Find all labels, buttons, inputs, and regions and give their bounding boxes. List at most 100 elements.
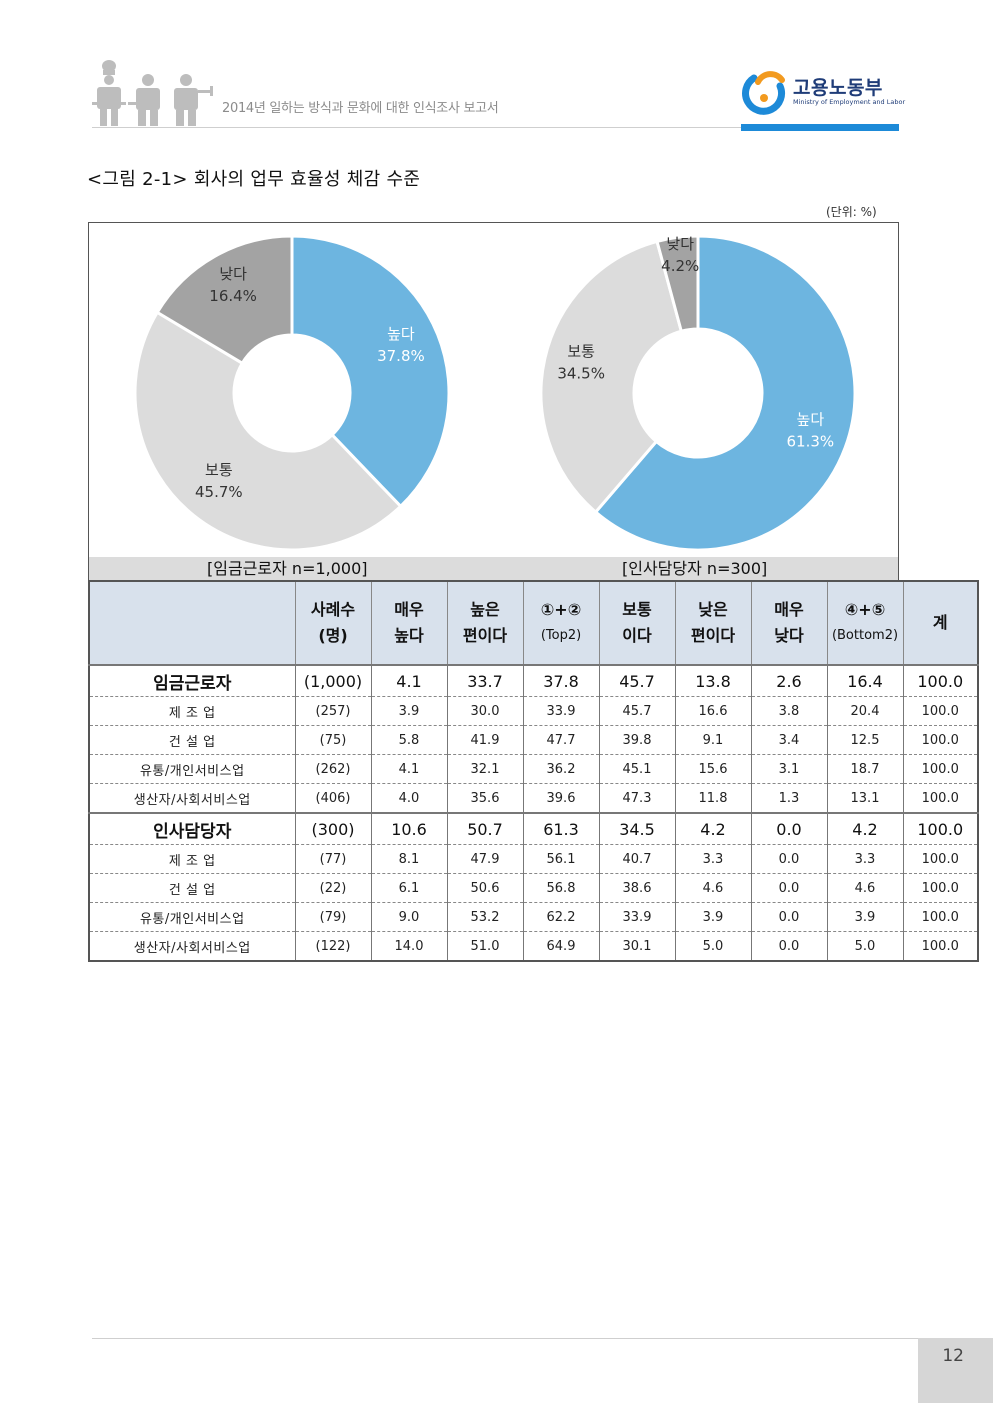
header-divider <box>92 127 898 128</box>
logo-accent-bar <box>741 124 899 131</box>
caption-band <box>89 557 898 580</box>
page-number-box <box>918 1338 993 1403</box>
table-cell: 30.1 <box>598 931 675 961</box>
column-header-line2: (명) <box>318 626 348 645</box>
table-cell: 45.1 <box>598 754 675 784</box>
table-cell: 45.7 <box>598 665 675 697</box>
table-cell: 50.7 <box>446 813 523 845</box>
table-cell: 100.0 <box>902 873 978 903</box>
column-header-line1: 사례수 <box>310 600 356 619</box>
table-cell: 2.6 <box>750 665 827 697</box>
table-cell: 33.9 <box>598 902 675 932</box>
column-header-line1: 매우 <box>774 600 804 619</box>
page-number: 12 <box>942 1346 964 1366</box>
slice-value-label: 61.3% <box>787 433 835 451</box>
table-cell: 39.6 <box>522 783 599 813</box>
table-cell: 47.3 <box>598 783 675 813</box>
column-header-line1: 높은 <box>470 600 500 619</box>
pie-slice <box>290 234 451 509</box>
table-cell: 4.2 <box>826 813 903 845</box>
table-cell: 56.8 <box>522 873 599 903</box>
table-row: 생산자/사회서비스업 (406) 4.0 35.6 39.6 47.3 11.8 1.3 13.… <box>89 783 978 813</box>
figure-title: <그림 2-1> 회사의 업무 효율성 체감 수준 <box>87 169 421 190</box>
slice-label: 보통 <box>567 342 595 360</box>
table-row: 생산자/사회서비스업 (122) 14.0 51.0 64.9 30.1 5.0 0.0 5.0… <box>89 931 978 961</box>
table-row: 유통/개인서비스업 (262) 4.1 32.1 36.2 45.1 15.6 3.1 18.7… <box>89 754 978 784</box>
table-cell: 33.7 <box>446 665 523 697</box>
table-cell: 50.6 <box>446 873 523 903</box>
table-cell: 64.9 <box>522 931 599 961</box>
column-header-line1: 낮은 <box>698 600 728 619</box>
column-header-line2: 편이다 <box>462 626 508 645</box>
table-cell: 51.0 <box>446 931 523 961</box>
table-cell: 20.4 <box>826 696 903 726</box>
table-cell: 14.0 <box>370 931 447 961</box>
row-label: 생산자/사회서비스업 <box>133 940 251 956</box>
table-cell: 39.8 <box>598 725 675 755</box>
table-cell: 34.5 <box>598 813 675 845</box>
row-label: 임금근로자 <box>153 673 232 694</box>
table-cell: 5.0 <box>826 931 903 961</box>
table-cell: 0.0 <box>750 873 827 903</box>
row-label: 생산자/사회서비스업 <box>133 792 251 808</box>
table-cell: 5.8 <box>370 725 447 755</box>
report-title: 2014년 일하는 방식과 문화에 대한 인식조사 보고서 <box>222 101 499 116</box>
table-cell: 16.6 <box>674 696 751 726</box>
column-header: 사례수 (명) <box>294 581 371 665</box>
column-header: 낮은 편이다 <box>674 581 751 665</box>
column-header-line2: 이다 <box>622 626 652 645</box>
table-cell: 35.6 <box>446 783 523 813</box>
table-cell: 100.0 <box>902 725 978 755</box>
row-label: 건 설 업 <box>168 734 216 750</box>
column-header-line2: 낮다 <box>774 626 804 645</box>
pie-slice <box>539 239 684 515</box>
slice-value-label: 37.8% <box>377 347 425 365</box>
column-header: 계 <box>902 581 978 665</box>
table-row: 건 설 업 (75) 5.8 41.9 47.7 39.8 9.1 3.4 12.5 100.0 <box>89 725 978 755</box>
table-cell: 100.0 <box>902 754 978 784</box>
table-cell: 47.7 <box>522 725 599 755</box>
table-cell: 13.1 <box>826 783 903 813</box>
row-label: 유통/개인서비스업 <box>139 911 245 927</box>
column-header: ①+② (Top2) <box>522 581 599 665</box>
table-cell: 8.1 <box>370 844 447 874</box>
table-cell: 100.0 <box>902 665 978 697</box>
table-cell: 12.5 <box>826 725 903 755</box>
table-row: 제 조 업 (257) 3.9 30.0 33.9 45.7 16.6 3.8 20.4 100.… <box>89 696 978 726</box>
table-cell: 3.3 <box>826 844 903 874</box>
efficiency-table: 사례수 (명) 매우 높다 높은 편이다 ①+② (Top2) 보통 이다 낮은 편이다 매우 낮다 ④+⑤… <box>88 580 979 962</box>
table-cell: 56.1 <box>522 844 599 874</box>
column-header-line1: 계 <box>932 613 948 632</box>
row-label: 제 조 업 <box>168 853 216 869</box>
column-header-line2: (Top2) <box>540 628 582 643</box>
table-header-row: 사례수 (명) 매우 높다 높은 편이다 ①+② (Top2) 보통 이다 낮은 편이다 매우 낮다 ④+⑤… <box>89 581 978 665</box>
table-cell: 4.1 <box>370 754 447 784</box>
table-cell: 100.0 <box>902 902 978 932</box>
logo-name: 고용노동부 <box>793 77 883 99</box>
table-cell: (1,000) <box>294 665 371 697</box>
table-cell: (262) <box>294 754 371 784</box>
table-cell: 3.4 <box>750 725 827 755</box>
ministry-logo-icon <box>742 71 786 115</box>
table-cell: (22) <box>294 873 371 903</box>
table-cell: 61.3 <box>522 813 599 845</box>
column-header-line1: 보통 <box>622 600 652 619</box>
table-cell: 32.1 <box>446 754 523 784</box>
table-cell: 4.1 <box>370 665 447 697</box>
table-cell: 10.6 <box>370 813 447 845</box>
table-cell: 9.1 <box>674 725 751 755</box>
column-header-line1: 매우 <box>394 600 424 619</box>
table-cell: 5.0 <box>674 931 751 961</box>
footer-divider <box>92 1338 918 1339</box>
header-people-illustration <box>92 60 213 126</box>
pie-slice <box>133 310 403 552</box>
table-group-row: 임금근로자 (1,000) 4.1 33.7 37.8 45.7 13.8 2.6 16.4 10… <box>89 665 978 697</box>
table-row: 건 설 업 (22) 6.1 50.6 56.8 38.6 4.6 0.0 4.6 100.0 <box>89 873 978 903</box>
row-label: 유통/개인서비스업 <box>139 763 245 779</box>
pie-slice <box>655 234 700 334</box>
table-cell: 100.0 <box>902 931 978 961</box>
table-cell: (257) <box>294 696 371 726</box>
table-cell: 100.0 <box>902 844 978 874</box>
